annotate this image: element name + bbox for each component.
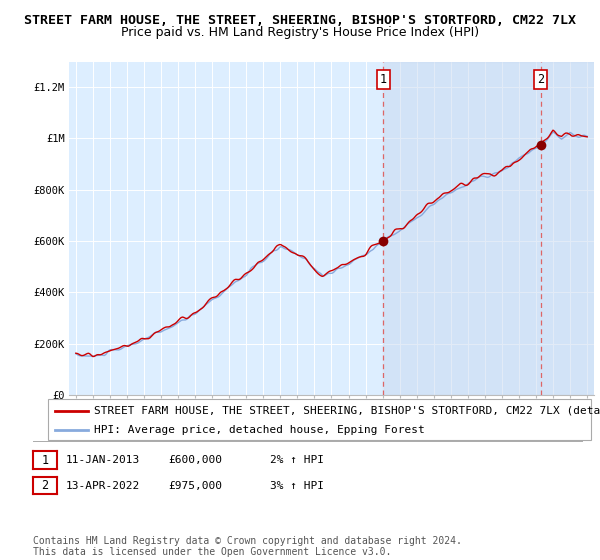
Text: STREET FARM HOUSE, THE STREET, SHEERING, BISHOP'S STORTFORD, CM22 7LX (detac: STREET FARM HOUSE, THE STREET, SHEERING,… <box>94 405 600 416</box>
Text: 1: 1 <box>380 73 387 86</box>
Text: 3% ↑ HPI: 3% ↑ HPI <box>270 480 324 491</box>
Text: £600,000: £600,000 <box>168 455 222 465</box>
Text: £975,000: £975,000 <box>168 480 222 491</box>
Bar <box>383 62 596 395</box>
Text: HPI: Average price, detached house, Epping Forest: HPI: Average price, detached house, Eppi… <box>94 424 425 435</box>
Text: Price paid vs. HM Land Registry's House Price Index (HPI): Price paid vs. HM Land Registry's House … <box>121 26 479 39</box>
Text: 2% ↑ HPI: 2% ↑ HPI <box>270 455 324 465</box>
Text: Contains HM Land Registry data © Crown copyright and database right 2024.
This d: Contains HM Land Registry data © Crown c… <box>33 535 462 557</box>
Text: 1: 1 <box>41 454 49 467</box>
Text: 11-JAN-2013: 11-JAN-2013 <box>66 455 140 465</box>
Text: STREET FARM HOUSE, THE STREET, SHEERING, BISHOP'S STORTFORD, CM22 7LX: STREET FARM HOUSE, THE STREET, SHEERING,… <box>24 14 576 27</box>
Text: 13-APR-2022: 13-APR-2022 <box>66 480 140 491</box>
Text: 2: 2 <box>41 479 49 492</box>
Text: 2: 2 <box>537 73 544 86</box>
